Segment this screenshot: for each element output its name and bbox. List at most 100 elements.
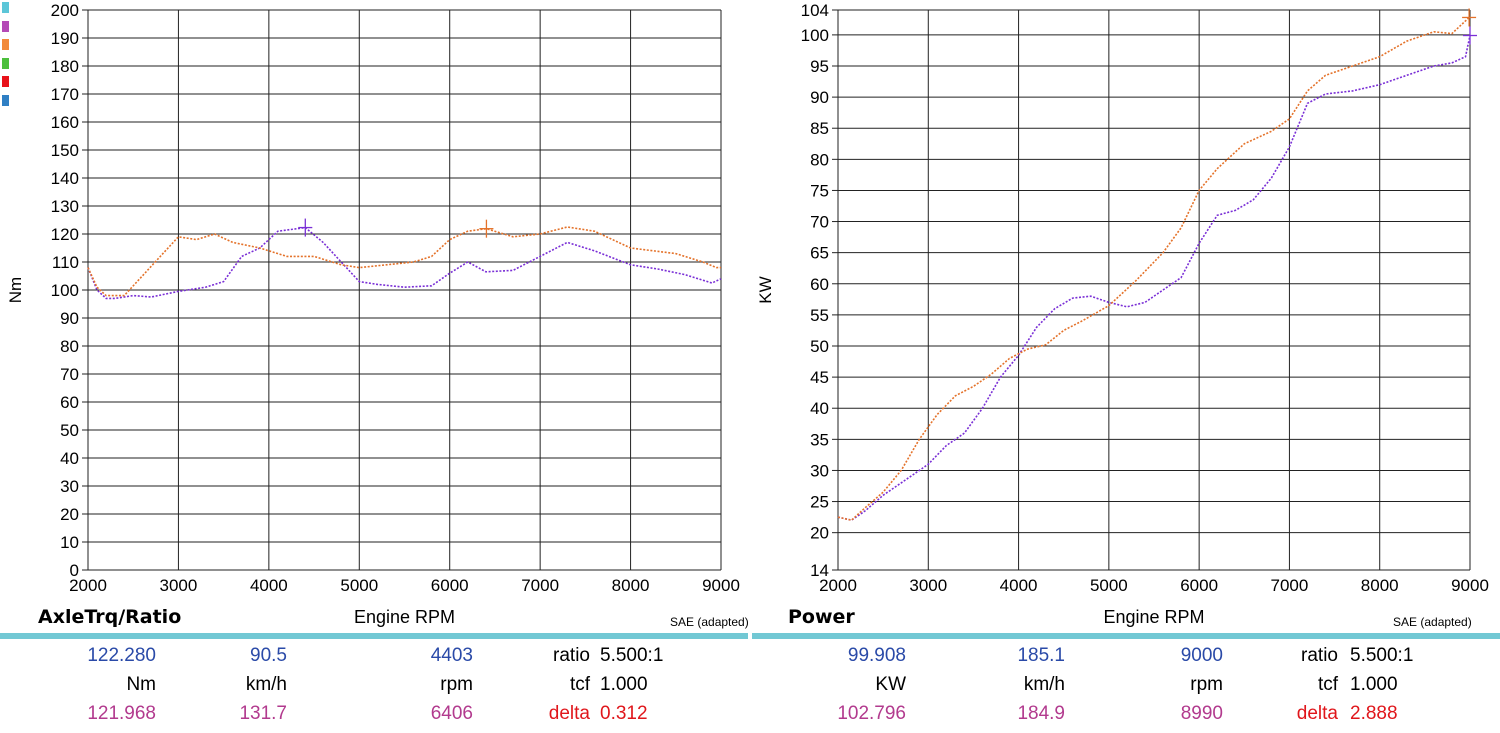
x-tick-label: 8000 xyxy=(1361,576,1399,595)
left-tcf-label: tcf xyxy=(569,674,590,695)
right-unit-value: KW xyxy=(875,674,906,695)
y-tick-label: 130 xyxy=(51,197,79,216)
y-tick-label: 0 xyxy=(70,561,79,580)
right-readout-b-value: 102.796 xyxy=(837,703,906,724)
y-tick-label: 70 xyxy=(60,365,79,384)
y-tick-label: 80 xyxy=(810,150,829,169)
y-tick-label: 170 xyxy=(51,85,79,104)
left-series-line-1 xyxy=(87,226,722,300)
y-tick-label: 160 xyxy=(51,113,79,132)
x-tick-label: 6000 xyxy=(431,576,469,595)
y-tick-label: 50 xyxy=(60,421,79,440)
x-tick-label: 7000 xyxy=(1271,576,1309,595)
x-tick-label: 6000 xyxy=(1180,576,1218,595)
left-unit-speed: km/h xyxy=(245,674,287,695)
y-tick-label: 150 xyxy=(51,141,79,160)
y-tick-label: 95 xyxy=(810,57,829,76)
right-readout-b-speed: 184.9 xyxy=(1017,703,1065,724)
left-delta-label: delta xyxy=(548,703,590,724)
y-tick-label: 100 xyxy=(51,281,79,300)
left-unit-value: Nm xyxy=(126,674,156,695)
right-series-line-2 xyxy=(837,16,1470,522)
right-ratio-value: 5.500:1 xyxy=(1350,645,1414,666)
left-ratio-value: 5.500:1 xyxy=(600,645,664,666)
right-panel-title: Power xyxy=(788,606,855,628)
legend-swatch xyxy=(2,94,9,106)
x-tick-label: 9000 xyxy=(702,576,740,595)
left-delta-value: 0.312 xyxy=(600,703,648,724)
right-delta-label: delta xyxy=(1296,703,1338,724)
y-tick-label: 45 xyxy=(810,368,829,387)
y-tick-label: 65 xyxy=(810,244,829,263)
y-tick-label: 14 xyxy=(810,561,829,580)
y-tick-label: 20 xyxy=(810,524,829,543)
y-tick-label: 104 xyxy=(801,1,829,20)
y-tick-label: 75 xyxy=(810,181,829,200)
y-tick-label: 40 xyxy=(60,449,79,468)
y-tick-label: 25 xyxy=(810,493,829,512)
left-y-axis-label: Nm xyxy=(6,277,25,303)
right-tcf-label: tcf xyxy=(1317,674,1338,695)
left-ratio-label: ratio xyxy=(553,645,590,666)
x-tick-label: 9000 xyxy=(1451,576,1489,595)
legend-swatch xyxy=(2,39,9,50)
y-tick-label: 140 xyxy=(51,169,79,188)
legend-swatch xyxy=(2,2,9,13)
y-tick-label: 50 xyxy=(810,337,829,356)
y-tick-label: 10 xyxy=(60,533,79,552)
left-readout-a-speed: 90.5 xyxy=(250,645,287,666)
left-tcf-value: 1.000 xyxy=(600,674,648,695)
right-readout-a-value: 99.908 xyxy=(847,645,906,666)
y-tick-label: 200 xyxy=(51,1,79,20)
right-ratio-label: ratio xyxy=(1301,645,1338,666)
y-tick-label: 60 xyxy=(810,275,829,294)
y-tick-label: 35 xyxy=(810,430,829,449)
y-tick-label: 30 xyxy=(60,477,79,496)
left-readout-a-rpm: 4403 xyxy=(430,645,473,666)
right-chart: 2000 3000 4000 5000 6000 7000 8000 9000 14 20 25 30… xyxy=(756,1,1489,627)
x-tick-label: 3000 xyxy=(160,576,198,595)
x-tick-label: 4000 xyxy=(250,576,288,595)
right-y-axis-label: KW xyxy=(756,276,775,303)
y-tick-label: 120 xyxy=(51,225,79,244)
left-x-axis-label: Engine RPM xyxy=(354,607,455,627)
right-unit-speed: km/h xyxy=(1023,674,1065,695)
right-readout-a-rpm: 9000 xyxy=(1180,645,1223,666)
right-readout-b-rpm: 8990 xyxy=(1180,703,1223,724)
right-unit-rpm: rpm xyxy=(1190,674,1223,695)
left-readout-b-speed: 131.7 xyxy=(239,703,287,724)
y-tick-label: 70 xyxy=(810,213,829,232)
left-readout-b-value: 121.968 xyxy=(87,703,156,724)
x-tick-label: 5000 xyxy=(1090,576,1128,595)
left-readout-a-value: 122.280 xyxy=(87,645,156,666)
y-tick-label: 110 xyxy=(52,253,79,272)
right-tcf-value: 1.000 xyxy=(1350,674,1398,695)
y-tick-label: 40 xyxy=(810,399,829,418)
right-series-line-1 xyxy=(837,35,1471,522)
left-divider xyxy=(0,633,748,639)
x-tick-label: 8000 xyxy=(612,576,650,595)
y-tick-label: 80 xyxy=(60,337,79,356)
x-tick-label: 7000 xyxy=(521,576,559,595)
left-series-line-2 xyxy=(87,226,721,297)
left-panel-title: AxleTrq/Ratio xyxy=(38,606,182,628)
x-tick-label: 3000 xyxy=(909,576,947,595)
legend-swatch xyxy=(2,20,9,32)
y-tick-label: 85 xyxy=(810,119,829,138)
left-chart: 2000 3000 4000 5000 6000 7000 8000 9000 0 10 20 30 4… xyxy=(6,1,740,627)
legend-swatch xyxy=(2,57,9,69)
y-tick-label: 180 xyxy=(51,57,79,76)
right-delta-value: 2.888 xyxy=(1350,703,1398,724)
right-x-axis-label: Engine RPM xyxy=(1103,607,1204,627)
y-tick-label: 20 xyxy=(60,505,79,524)
left-unit-rpm: rpm xyxy=(440,674,473,695)
right-readout-a-speed: 185.1 xyxy=(1017,645,1065,666)
x-tick-label: 2000 xyxy=(69,576,107,595)
right-divider xyxy=(752,633,1500,639)
y-tick-label: 90 xyxy=(810,88,829,107)
x-tick-label: 5000 xyxy=(340,576,378,595)
y-tick-label: 55 xyxy=(810,306,829,325)
y-tick-label: 100 xyxy=(801,26,829,45)
y-tick-label: 60 xyxy=(60,393,79,412)
